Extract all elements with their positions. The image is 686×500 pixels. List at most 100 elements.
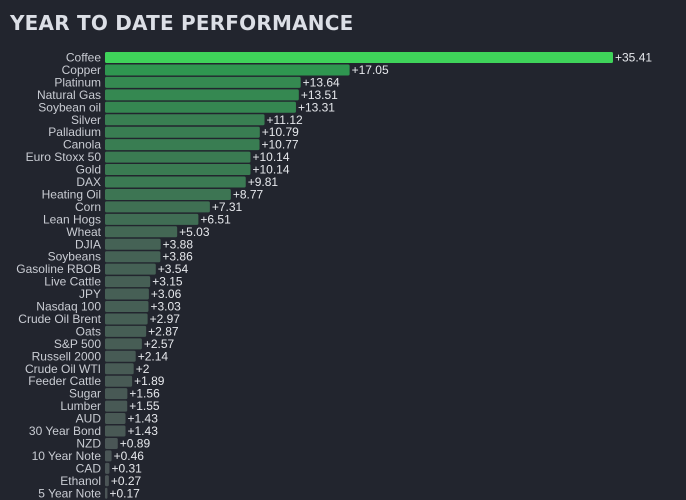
- category-label-lumber: Lumber: [60, 399, 101, 413]
- category-label-silver: Silver: [71, 113, 101, 127]
- value-label-lumber: +1.55: [129, 399, 160, 413]
- value-label-soybean-oil: +13.31: [298, 100, 335, 114]
- category-label-coffee: Coffee: [66, 51, 101, 65]
- value-label-soybeans: +3.86: [162, 250, 193, 264]
- bar-nasdaq-100: [105, 301, 149, 312]
- value-label-gold: +10.14: [252, 163, 289, 177]
- bar-platinum: [105, 76, 301, 88]
- bar-cad: [105, 462, 110, 474]
- category-label-nasdaq-100: Nasdaq 100: [36, 300, 101, 314]
- value-label-heating-oil: +8.77: [233, 187, 264, 201]
- category-label-russell-2000: Russell 2000: [32, 349, 102, 363]
- category-label-oats: Oats: [76, 324, 101, 338]
- value-label-ethanol: +0.27: [111, 474, 142, 488]
- value-label-nasdaq-100: +3.03: [150, 300, 181, 314]
- category-label-gold: Gold: [76, 163, 101, 177]
- category-label-heating-oil: Heating Oil: [42, 187, 101, 201]
- category-label-euro-stoxx-50: Euro Stoxx 50: [26, 150, 102, 164]
- bar-30-year-bond: [105, 425, 126, 437]
- value-label-sugar: +1.56: [129, 387, 160, 401]
- value-label-platinum: +13.64: [303, 75, 340, 89]
- value-label-cad: +0.31: [111, 461, 142, 475]
- category-label-sugar: Sugar: [69, 387, 101, 401]
- bar-gold: [105, 164, 251, 176]
- bar-feeder-cattle: [105, 375, 133, 387]
- bar-oats: [105, 325, 147, 337]
- category-label-platinum: Platinum: [54, 75, 101, 89]
- value-label-crude-oil-wti: +2: [136, 362, 150, 376]
- bar-dax: [105, 176, 246, 188]
- bar-lean-hogs: [105, 213, 199, 225]
- value-label-jpy: +3.06: [151, 287, 182, 301]
- bar-heating-oil: [105, 188, 231, 200]
- category-label-nzd: NZD: [76, 436, 101, 450]
- category-label-crude-oil-wti: Crude Oil WTI: [25, 362, 101, 376]
- bar-natural-gas: [105, 89, 299, 101]
- category-label-gasoline-rbob: Gasoline RBOB: [16, 262, 101, 276]
- bar-russell-2000: [105, 350, 136, 362]
- bar-silver: [105, 114, 265, 126]
- value-label-nzd: +0.89: [120, 436, 151, 450]
- value-label-coffee: +35.41: [615, 51, 652, 65]
- bar-coffee: [105, 52, 613, 63]
- value-label-live-cattle: +3.15: [152, 275, 183, 289]
- value-label-wheat: +5.03: [179, 225, 210, 239]
- bar-soybean-oil: [105, 101, 296, 113]
- category-label-dax: DAX: [76, 175, 101, 189]
- category-label-live-cattle: Live Cattle: [44, 275, 101, 289]
- bar-5-year-note: [105, 487, 108, 499]
- value-label-natural-gas: +13.51: [301, 88, 338, 102]
- category-label-corn: Corn: [75, 200, 101, 214]
- bar-live-cattle: [105, 276, 151, 288]
- category-label-natural-gas: Natural Gas: [37, 88, 101, 102]
- bar-jpy: [105, 288, 149, 300]
- category-label-5-year-note: 5 Year Note: [38, 486, 101, 500]
- bar-sugar: [105, 388, 128, 400]
- bar-10-year-note: [105, 450, 112, 462]
- category-label-copper: Copper: [62, 63, 101, 77]
- value-label-russell-2000: +2.14: [138, 349, 169, 363]
- category-label-30-year-bond: 30 Year Bond: [29, 424, 101, 438]
- category-label-wheat: Wheat: [66, 225, 101, 239]
- bar-lumber: [105, 400, 128, 412]
- value-label-gasoline-rbob: +3.54: [158, 262, 189, 276]
- bar-canola: [105, 139, 260, 151]
- bar-crude-oil-brent: [105, 313, 148, 325]
- value-label-crude-oil-brent: +2.97: [150, 312, 181, 326]
- value-label-s-p-500: +2.57: [144, 337, 175, 351]
- bar-gasoline-rbob: [105, 263, 156, 275]
- bar-djia: [105, 238, 161, 250]
- bar-s-p-500: [105, 338, 142, 350]
- category-label-cad: CAD: [76, 461, 102, 475]
- category-label-feeder-cattle: Feeder Cattle: [28, 374, 101, 388]
- bar-corn: [105, 201, 210, 213]
- value-label-canola: +10.77: [262, 138, 299, 152]
- bar-copper: [105, 64, 350, 76]
- bar-ethanol: [105, 475, 109, 487]
- category-label-soybean-oil: Soybean oil: [38, 100, 101, 114]
- category-label-aud: AUD: [76, 412, 102, 426]
- value-label-5-year-note: +0.17: [109, 486, 140, 500]
- chart-title: YEAR TO DATE PERFORMANCE: [10, 11, 354, 35]
- category-label-ethanol: Ethanol: [60, 474, 101, 488]
- value-label-feeder-cattle: +1.89: [134, 374, 165, 388]
- bar-nzd: [105, 437, 118, 449]
- value-label-corn: +7.31: [212, 200, 243, 214]
- category-label-10-year-note: 10 Year Note: [32, 449, 102, 463]
- value-label-oats: +2.87: [148, 324, 179, 338]
- value-label-10-year-note: +0.46: [114, 449, 145, 463]
- bar-soybeans: [105, 251, 161, 263]
- value-label-lean-hogs: +6.51: [200, 212, 231, 226]
- bar-euro-stoxx-50: [105, 151, 251, 163]
- value-label-dax: +9.81: [248, 175, 279, 189]
- value-label-euro-stoxx-50: +10.14: [252, 150, 289, 164]
- category-label-s-p-500: S&P 500: [54, 337, 101, 351]
- category-label-crude-oil-brent: Crude Oil Brent: [18, 312, 101, 326]
- category-label-palladium: Palladium: [48, 125, 101, 139]
- bar-crude-oil-wti: [105, 363, 134, 375]
- bar-palladium: [105, 126, 260, 138]
- category-label-soybeans: Soybeans: [48, 250, 101, 264]
- value-label-palladium: +10.79: [262, 125, 299, 139]
